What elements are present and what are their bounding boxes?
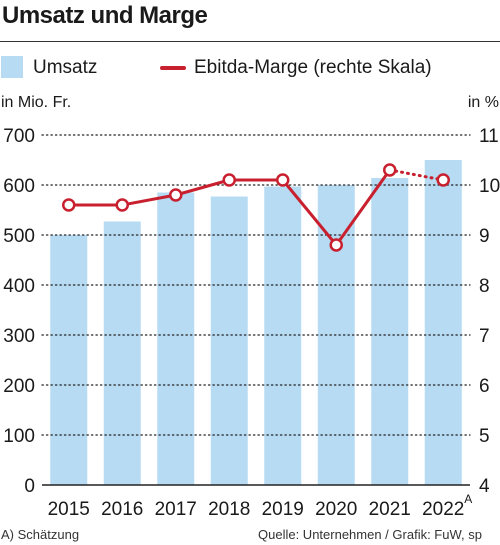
y-right-tick-4: 4	[479, 476, 490, 497]
legend-swatch-umsatz	[1, 56, 23, 78]
y-left-tick-100: 100	[3, 426, 35, 447]
x-tick-2022: 2022	[422, 499, 464, 520]
legend-label-umsatz: Umsatz	[33, 57, 98, 78]
y-left-tick-600: 600	[3, 176, 35, 197]
left-axis-unit: in Mio. Fr.	[1, 94, 71, 111]
y-right-tick-5: 5	[479, 426, 490, 447]
x-tick-2015: 2015	[48, 499, 90, 520]
source-credit: Quelle: Unternehmen / Grafik: FuW, sp	[258, 527, 482, 542]
bar-2017	[157, 192, 195, 485]
marker-marge-2022	[436, 173, 450, 187]
y-left-tick-0: 0	[24, 476, 35, 497]
x-tick-2018: 2018	[208, 499, 250, 520]
marker-marge-2015	[62, 198, 76, 212]
legend-line-marge	[160, 66, 186, 70]
marker-marge-2020	[329, 238, 343, 252]
y-left-tick-400: 400	[3, 276, 35, 297]
y-right-tick-9: 9	[479, 226, 490, 247]
bar-2022	[424, 160, 462, 485]
bar-2019	[264, 186, 302, 485]
x-tick-2019: 2019	[262, 499, 304, 520]
bar-2021	[371, 178, 409, 485]
marker-marge-2018	[222, 173, 236, 187]
marker-marge-2017	[169, 188, 183, 202]
bar-2015	[50, 235, 88, 485]
x-tick-2016: 2016	[101, 499, 143, 520]
marker-marge-2021	[383, 163, 397, 177]
legend-label-marge: Ebitda-Marge (rechte Skala)	[194, 57, 432, 78]
footnote: A) Schätzung	[1, 527, 80, 542]
bar-2018	[210, 196, 248, 485]
x-tick-2020: 2020	[315, 499, 357, 520]
x-tick-superscript-2022: A	[464, 492, 472, 506]
y-left-tick-700: 700	[3, 126, 35, 147]
marker-marge-2019	[276, 173, 290, 187]
right-axis-unit: in %	[468, 94, 499, 111]
y-right-tick-10: 10	[479, 176, 500, 197]
y-left-tick-300: 300	[3, 326, 35, 347]
y-left-tick-500: 500	[3, 226, 35, 247]
marker-marge-2016	[115, 198, 129, 212]
x-tick-2021: 2021	[369, 499, 411, 520]
y-right-tick-8: 8	[479, 276, 490, 297]
y-right-tick-11: 11	[479, 126, 499, 147]
bar-2016	[103, 221, 141, 485]
chart-title: Umsatz und Marge	[2, 2, 208, 29]
title-divider	[0, 41, 500, 42]
y-right-tick-6: 6	[479, 376, 490, 397]
y-right-tick-7: 7	[479, 326, 490, 347]
y-left-tick-200: 200	[3, 376, 35, 397]
x-tick-2017: 2017	[155, 499, 197, 520]
